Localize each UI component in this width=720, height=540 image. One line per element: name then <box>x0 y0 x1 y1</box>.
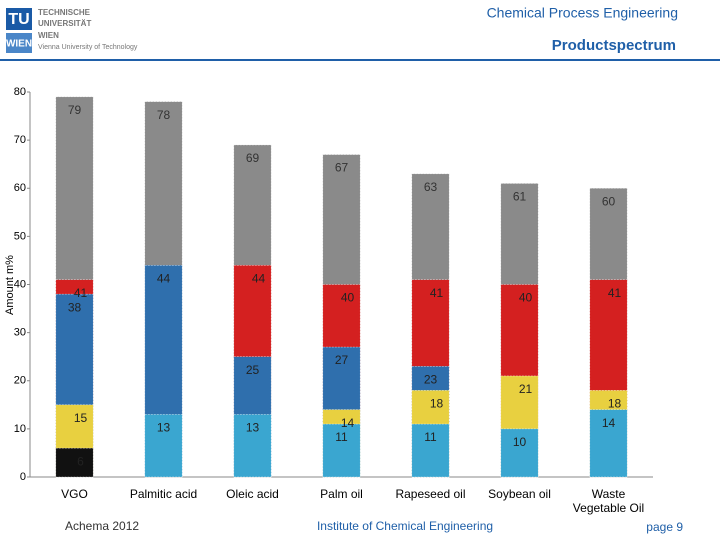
logo-text: Vienna University of Technology <box>38 44 138 51</box>
data-label: 14 <box>602 416 616 430</box>
data-label: 41 <box>430 286 444 300</box>
data-label: 63 <box>424 180 438 194</box>
bar <box>144 414 183 478</box>
data-label: 13 <box>157 421 171 435</box>
data-label: 13 <box>246 421 260 435</box>
data-label: 69 <box>246 151 260 165</box>
data-label: 25 <box>246 363 260 377</box>
y-tick-label: 50 <box>14 230 26 242</box>
x-tick-label: Soybean oil <box>488 487 551 501</box>
data-label: 78 <box>157 108 171 122</box>
y-tick-label: 70 <box>14 134 26 146</box>
y-tick-label: 30 <box>14 327 26 339</box>
data-label: 79 <box>68 103 82 117</box>
bar <box>233 414 272 478</box>
y-tick-label: 0 <box>20 471 26 483</box>
y-tick-label: 10 <box>14 423 26 435</box>
data-label: 61 <box>513 190 527 204</box>
data-label: 44 <box>252 271 266 285</box>
data-label: 18 <box>430 397 444 411</box>
footer-center: Institute of Chemical Engineering <box>317 519 493 533</box>
y-tick-label: 20 <box>14 375 26 387</box>
data-label: 14 <box>341 416 355 430</box>
data-label: 67 <box>335 161 349 175</box>
data-label: 11 <box>335 430 348 444</box>
y-tick-label: 40 <box>14 278 26 290</box>
bar <box>322 423 361 478</box>
x-tick-label: Palm oil <box>320 487 363 501</box>
bar <box>500 428 539 478</box>
data-label: 23 <box>424 372 438 386</box>
data-label: 41 <box>74 286 88 300</box>
data-label: 60 <box>602 194 616 208</box>
logo-text: UNIVERSITÄT <box>38 19 91 28</box>
y-tick-label: 60 <box>14 182 26 194</box>
bar <box>589 409 628 478</box>
logo-letters: TU <box>8 11 29 28</box>
data-label: 27 <box>335 353 349 367</box>
data-label: 40 <box>341 291 355 305</box>
data-label: 11 <box>424 430 437 444</box>
data-label: 15 <box>74 411 88 425</box>
slide-title: Productspectrum <box>552 37 676 54</box>
logo-box <box>6 8 32 30</box>
department: Chemical Process Engineering <box>487 5 678 21</box>
data-label: 40 <box>519 291 533 305</box>
data-label: 44 <box>157 271 171 285</box>
x-tick-label: Rapeseed oil <box>395 487 466 501</box>
y-tick-label: 80 <box>14 86 26 98</box>
x-tick-label: VGO <box>61 487 88 501</box>
logo-box <box>6 33 32 53</box>
data-label: 18 <box>608 397 622 411</box>
page-number: page 9 <box>646 520 683 534</box>
y-axis-label: Amount m% <box>4 255 16 315</box>
data-label: 41 <box>608 286 622 300</box>
x-tick-label: Palmitic acid <box>129 487 198 501</box>
data-label: 6 <box>77 454 84 468</box>
bar <box>55 447 94 478</box>
logo-text: TECHNISCHE <box>38 8 91 17</box>
footer-left: Achema 2012 <box>65 519 139 533</box>
bar <box>411 423 450 478</box>
x-tick-label: Oleic acid <box>226 487 279 501</box>
data-label: 21 <box>519 382 533 396</box>
logo-text: WIEN <box>38 31 59 40</box>
data-label: 38 <box>68 300 82 314</box>
x-tick-label: Waste Vegetable Oil <box>572 487 645 515</box>
logo-letters: WIEN <box>6 39 32 50</box>
data-label: 10 <box>513 435 527 449</box>
